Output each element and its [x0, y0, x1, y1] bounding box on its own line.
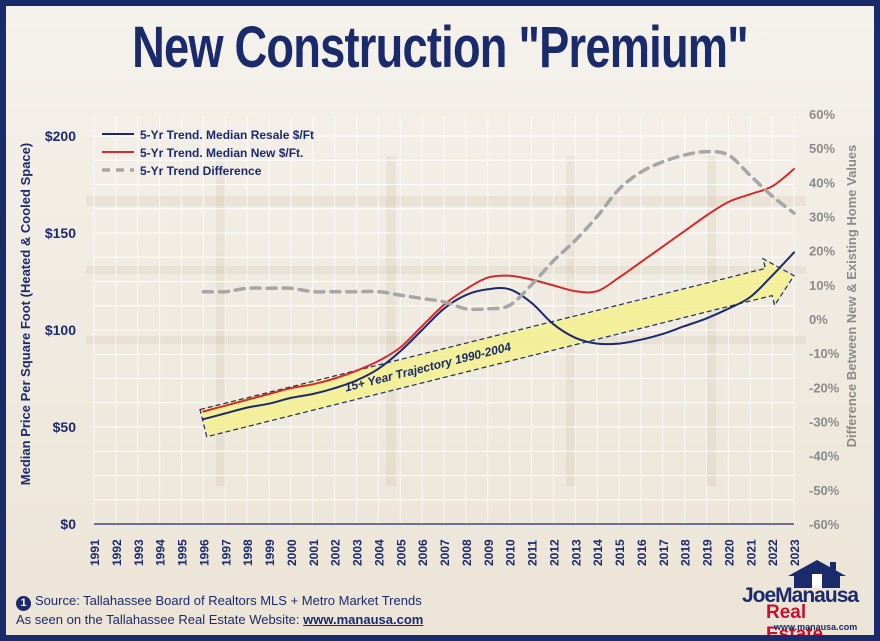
x-tick-label: 1993: [132, 539, 146, 566]
y2-tick-label: 60%: [809, 107, 835, 122]
logo-real-estate: Real Estate: [766, 602, 824, 641]
x-tick-label: 2003: [351, 539, 365, 566]
footnote-marker: 1: [16, 596, 31, 611]
x-tick-label: 2004: [372, 539, 386, 566]
x-tick-label: 2019: [701, 539, 715, 566]
page-title: New Construction "Premium": [132, 15, 749, 80]
x-tick-label: 2006: [416, 539, 430, 566]
y-tick-label: $0: [60, 516, 76, 532]
x-tick-label: 2023: [788, 539, 802, 566]
price-per-sqft-chart: 15+ Year Trajectory 1990-2004 $0$50$100$…: [18, 107, 859, 566]
x-tick-label: 2021: [744, 539, 758, 566]
x-tick-label: 2016: [635, 539, 649, 566]
logo-website: www.manausa.com: [774, 622, 858, 632]
series-line-difference: [201, 149, 796, 312]
house-icon: [788, 560, 846, 588]
y2-tick-label: 50%: [809, 141, 835, 156]
y2-tick-label: -40%: [809, 449, 840, 464]
x-tick-label: 2018: [679, 539, 693, 566]
y-tick-label: $150: [45, 225, 76, 241]
construction-background-image: [6, 6, 874, 635]
y-tick-label: $200: [45, 128, 76, 144]
x-tick-label: 2015: [613, 539, 627, 566]
x-tick-label: 1997: [219, 539, 233, 566]
x-tick-label: 2014: [591, 539, 605, 566]
x-tick-label: 2010: [504, 539, 518, 566]
y-tick-label: $50: [53, 419, 77, 435]
legend-label: 5-Yr Trend. Median New $/Ft.: [140, 146, 303, 160]
x-tick-label: 2002: [329, 539, 343, 566]
y2-tick-label: -50%: [809, 483, 840, 498]
x-tick-label: 2022: [766, 539, 780, 566]
y2-axis-label: Difference Between New & Existing Home V…: [844, 145, 859, 448]
source-footer: 1 Source: Tallahassee Board of Realtors M…: [16, 592, 423, 629]
x-tick-label: 2001: [307, 539, 321, 566]
x-tick-label: 1996: [197, 539, 211, 566]
x-tick-label: 2017: [657, 539, 671, 566]
y2-tick-label: -10%: [809, 346, 840, 361]
source-line: 1 Source: Tallahassee Board of Realtors M…: [16, 592, 423, 611]
x-tick-label: 2013: [569, 539, 583, 566]
legend-label: 5-Yr Trend. Median Resale $/Ft: [140, 128, 314, 142]
y2-tick-label: 10%: [809, 278, 835, 293]
x-tick-label: 1998: [241, 539, 255, 566]
x-tick-label: 1991: [88, 539, 102, 566]
series-line-new: [202, 168, 795, 413]
y2-tick-label: -60%: [809, 517, 840, 532]
y2-tick-label: -30%: [809, 415, 840, 430]
series-line-resale: [202, 251, 795, 421]
x-tick-label: 2008: [460, 539, 474, 566]
x-tick-label: 2005: [394, 539, 408, 566]
x-tick-label: 2000: [285, 539, 299, 566]
x-tick-label: 2009: [482, 539, 496, 566]
y2-tick-label: 20%: [809, 244, 835, 259]
x-tick-label: 2007: [438, 539, 452, 566]
trajectory-arrow-shape: [199, 257, 795, 438]
company-logo[interactable]: JoeManausa Real Estate www.manausa.com: [736, 558, 868, 635]
x-tick-label: 1995: [176, 539, 190, 566]
x-tick-label: 2012: [547, 539, 561, 566]
y-tick-label: $100: [45, 322, 76, 338]
y2-tick-label: 30%: [809, 210, 835, 225]
seen-on-text: As seen on the Tallahassee Real Estate W…: [16, 612, 300, 627]
legend-label: 5-Yr Trend Difference: [140, 164, 262, 178]
y2-tick-label: 40%: [809, 175, 835, 190]
website-link[interactable]: www.manausa.com: [303, 612, 424, 627]
x-tick-label: 1994: [154, 539, 168, 566]
source-text: Source: Tallahassee Board of Realtors ML…: [35, 593, 422, 608]
x-tick-label: 1999: [263, 539, 277, 566]
seen-on-line: As seen on the Tallahassee Real Estate W…: [16, 611, 423, 629]
y2-tick-label: 0%: [809, 312, 828, 327]
y2-tick-label: -20%: [809, 380, 840, 395]
x-tick-label: 1992: [110, 539, 124, 566]
x-tick-label: 2011: [526, 540, 540, 566]
y-axis-label: Median Price Per Square Foot (Heated & C…: [18, 143, 33, 485]
logo-name: JoeManausa: [742, 584, 859, 607]
x-tick-label: 2020: [722, 539, 736, 566]
